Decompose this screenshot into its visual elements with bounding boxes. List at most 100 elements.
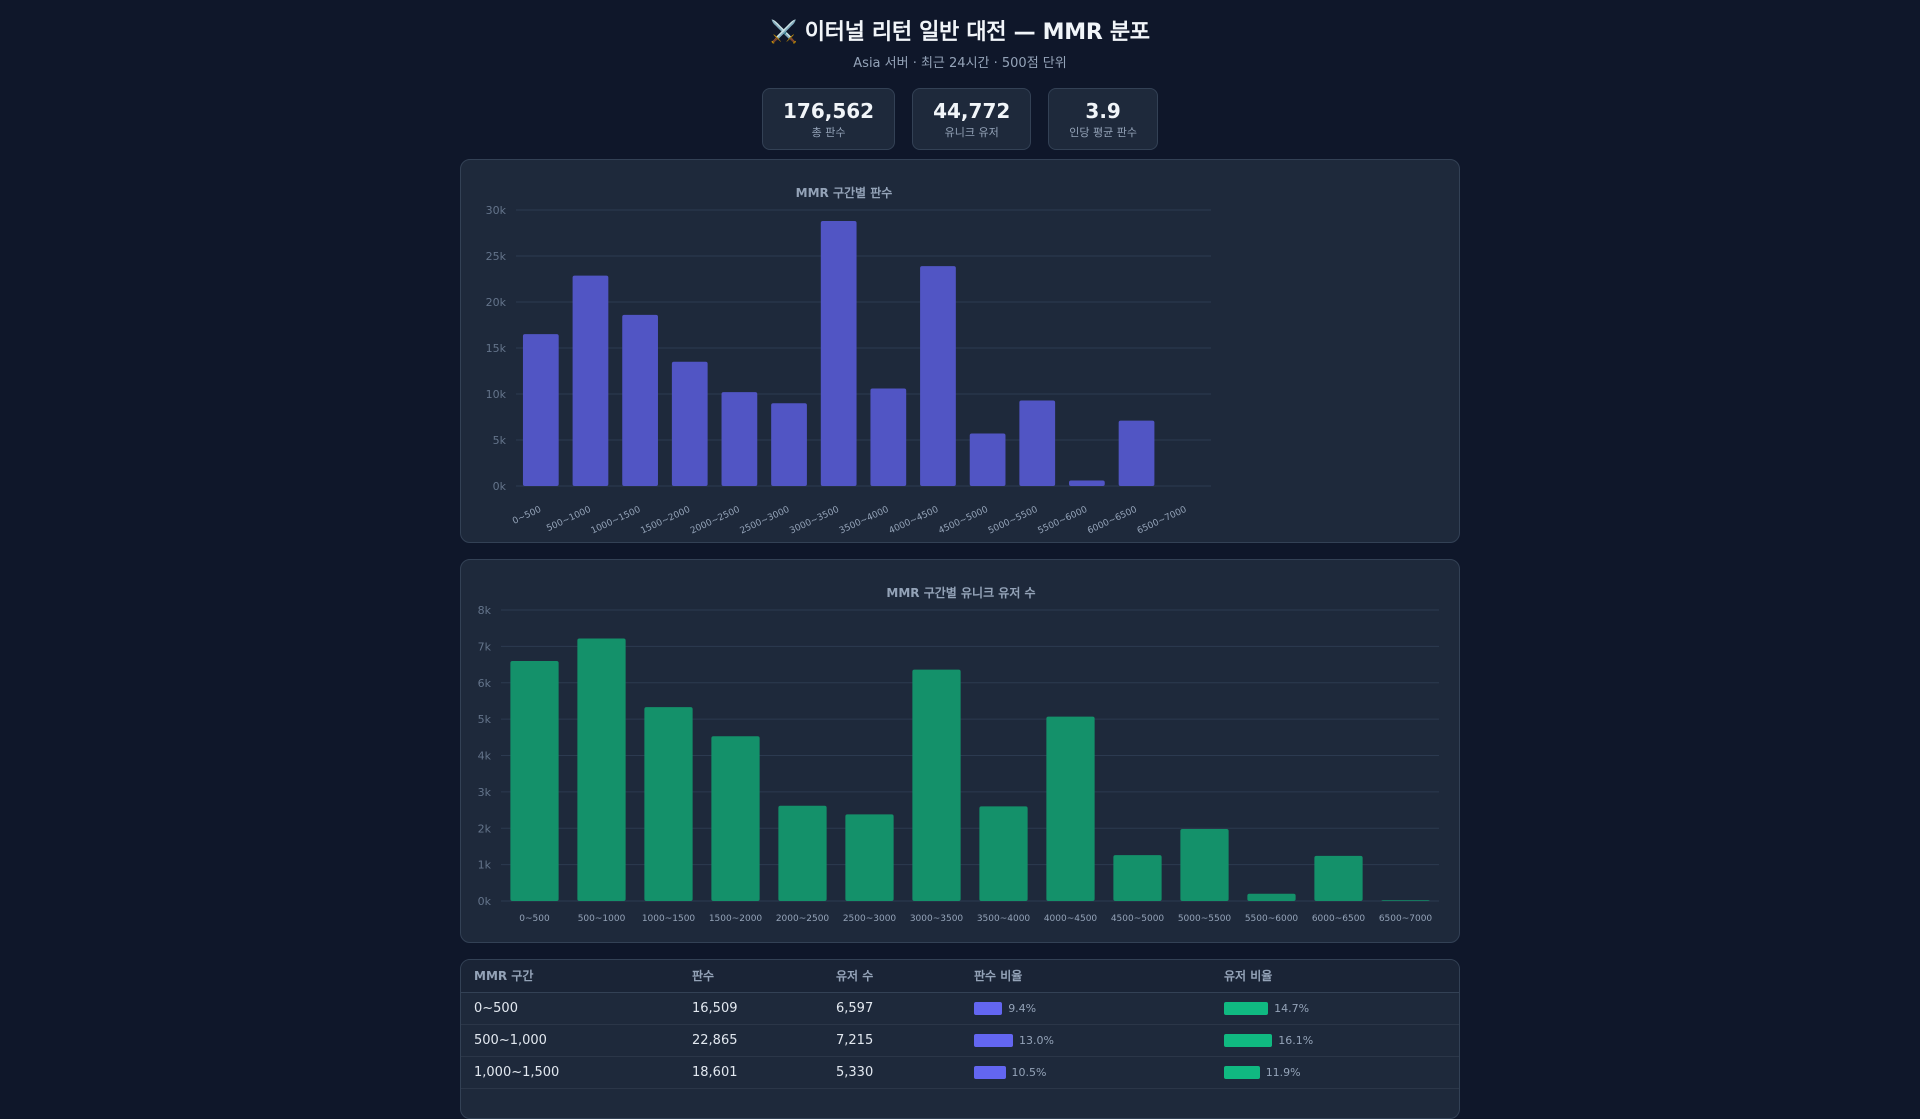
bar: [671, 361, 708, 486]
games-pct-bar: [974, 1001, 1003, 1015]
y-tick-label: 2k: [478, 822, 492, 835]
x-tick-label: 0~500: [519, 914, 550, 924]
stat-label: 인당 평균 판수: [1069, 126, 1137, 139]
bar: [1118, 420, 1155, 486]
games-pct-label: 10.5%: [1011, 1065, 1047, 1079]
users-pct-label: 16.1%: [1278, 1033, 1314, 1047]
cell-users-pct: 14.7%: [1211, 992, 1459, 1025]
stat-label: 총 판수: [811, 126, 846, 139]
bar: [920, 266, 956, 486]
x-tick-label: 6000~6500: [1312, 914, 1366, 924]
x-tick-label: 1000~1500: [642, 914, 696, 924]
y-tick-label: 30k: [486, 204, 507, 217]
cell-range: 1,000~1,500: [461, 1056, 679, 1089]
y-tick-label: 25k: [486, 250, 507, 263]
x-tick-label: 5500~6000: [1037, 505, 1090, 537]
x-tick-label: 500~1000: [578, 914, 626, 924]
users-pct-bar: [1224, 1065, 1260, 1079]
stat-unique-users: 44,772 유니크 유저: [912, 88, 1032, 150]
y-tick-label: 8k: [478, 604, 492, 617]
games-pct-bar: [974, 1065, 1006, 1079]
y-tick-label: 0k: [478, 895, 492, 908]
x-tick-label: 3000~3500: [910, 914, 964, 924]
games-pct-label: 9.4%: [1008, 1001, 1037, 1015]
page-header: ⚔️ 이터널 리턴 일반 대전 — MMR 분포 Asia 서버 · 최근 24…: [0, 0, 1920, 71]
cell-users: 5,330: [823, 1056, 961, 1089]
table-row: 1,000~1,500 18,601 5,330 10.5% 11.9%: [461, 1056, 1459, 1089]
x-tick-label: 6500~7000: [1379, 914, 1433, 924]
cell-games-pct: 13.0%: [961, 1024, 1211, 1057]
x-tick-label: 2500~3000: [739, 505, 792, 537]
cell-users: 6,597: [823, 992, 961, 1025]
stat-value: 3.9: [1085, 99, 1121, 123]
page-subtitle: Asia 서버 · 최근 24시간 · 500점 단위: [853, 56, 1067, 71]
x-tick-label: 5000~5500: [1178, 914, 1232, 924]
x-tick-label: 3500~4000: [977, 914, 1031, 924]
col-header-games-pct: 판수 비율: [961, 960, 1211, 993]
x-tick-label: 4500~5000: [1111, 914, 1165, 924]
bar: [771, 403, 807, 486]
col-header-users-pct: 유저 비율: [1211, 960, 1459, 993]
cell-range: 0~500: [461, 992, 679, 1025]
x-tick-label: 2000~2500: [776, 914, 830, 924]
bar: [912, 669, 961, 901]
x-tick-label: 2000~2500: [689, 505, 742, 537]
bar: [820, 221, 857, 486]
x-tick-label: 6000~6500: [1086, 505, 1139, 537]
stat-value: 176,562: [783, 99, 875, 123]
y-tick-label: 1k: [478, 859, 492, 872]
bar: [1180, 828, 1229, 901]
games-pct-label: 13.0%: [1019, 1033, 1054, 1047]
col-header-games: 판수: [679, 960, 823, 993]
x-tick-label: 4500~5000: [937, 505, 990, 537]
cell-range: 500~1,000: [461, 1024, 679, 1057]
bar: [845, 814, 894, 901]
x-tick-label: 5500~6000: [1245, 914, 1299, 924]
y-tick-label: 5k: [493, 434, 507, 447]
x-tick-label: 1500~2000: [709, 914, 763, 924]
bar: [522, 334, 559, 486]
cell-games-pct: 9.4%: [961, 992, 1211, 1025]
y-tick-label: 0k: [493, 480, 507, 493]
cell-games: 22,865: [679, 1024, 823, 1057]
col-header-users: 유저 수: [823, 960, 961, 993]
users-pct-bar: [1224, 1033, 1273, 1047]
stat-label: 유니크 유저: [944, 126, 999, 139]
distribution-table: MMR 구간 판수 유저 수 판수 비율 유저 비율 0~500 16,509 …: [461, 960, 1459, 1089]
bar: [1069, 480, 1105, 486]
bar: [572, 275, 609, 486]
bar: [870, 388, 907, 486]
x-tick-label: 2500~3000: [843, 914, 897, 924]
cell-games: 18,601: [679, 1056, 823, 1089]
games-chart-panel: MMR 구간별 판수 0k 5k 10k 15k 20k 25k 30k 0~500 500~10…: [460, 159, 1460, 543]
table-row: 0~500 16,509 6,597 9.4% 14.7%: [461, 992, 1459, 1025]
bar: [1247, 893, 1296, 901]
page-title: ⚔️ 이터널 리턴 일반 대전 — MMR 분포: [770, 20, 1150, 45]
y-tick-label: 15k: [486, 342, 507, 355]
x-tick-label: 3500~4000: [838, 505, 891, 537]
y-tick-label: 10k: [486, 388, 507, 401]
cell-users-pct: 11.9%: [1211, 1056, 1459, 1089]
bar: [1113, 855, 1162, 901]
cell-games-pct: 10.5%: [961, 1056, 1211, 1089]
bar: [1381, 900, 1430, 901]
cell-users-pct: 16.1%: [1211, 1024, 1459, 1057]
stat-total-games: 176,562 총 판수: [762, 88, 896, 150]
x-tick-label: 4000~4500: [888, 505, 941, 537]
y-tick-label: 5k: [478, 713, 492, 726]
y-tick-label: 4k: [478, 750, 492, 763]
bar: [510, 661, 559, 901]
users-pct-label: 11.9%: [1265, 1065, 1301, 1079]
games-chart: MMR 구간별 판수 0k 5k 10k 15k 20k 25k 30k 0~500 500~10…: [486, 185, 1211, 537]
bar: [577, 638, 626, 901]
table-header-row: MMR 구간 판수 유저 수 판수 비율 유저 비율: [461, 960, 1459, 993]
x-tick-label: 5000~5500: [987, 505, 1040, 537]
x-tick-label: 0~500: [511, 505, 543, 527]
bar: [969, 433, 1006, 486]
col-header-range: MMR 구간: [461, 960, 679, 993]
users-chart-panel: MMR 구간별 유니크 유저 수 0k 1k 2k 3k 4k 5k 6k 7k 8k 0~500 5…: [460, 559, 1460, 943]
games-pct-bar: [974, 1033, 1013, 1047]
chart-title: MMR 구간별 판수: [796, 185, 893, 200]
distribution-table-panel: MMR 구간 판수 유저 수 판수 비율 유저 비율 0~500 16,509 …: [460, 959, 1460, 1119]
bar: [721, 392, 758, 486]
